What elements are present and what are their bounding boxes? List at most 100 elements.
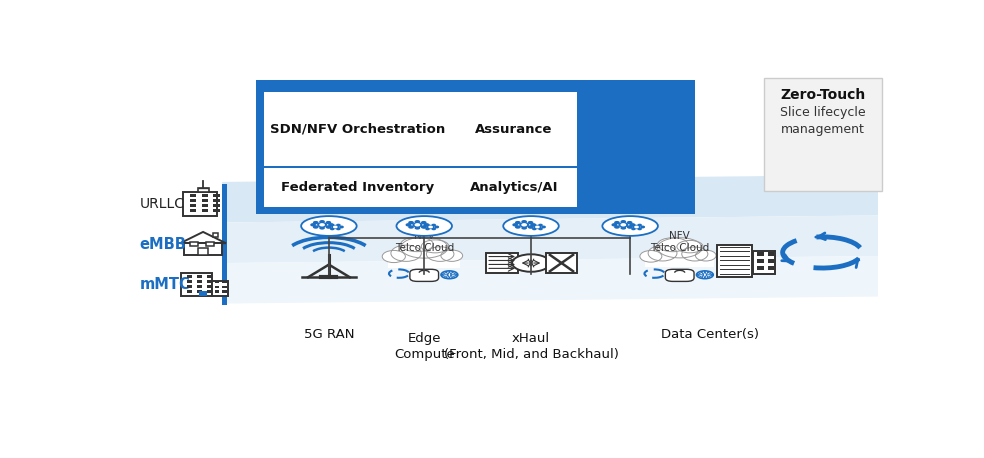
FancyBboxPatch shape [213,281,228,296]
Ellipse shape [421,240,449,253]
Circle shape [516,222,520,224]
FancyBboxPatch shape [388,255,461,268]
Ellipse shape [640,251,662,262]
Circle shape [512,254,550,272]
Text: SDN/NFV Orchestration: SDN/NFV Orchestration [270,123,445,136]
Circle shape [539,224,542,226]
Circle shape [409,226,413,228]
Circle shape [697,271,713,278]
Circle shape [413,223,422,227]
Circle shape [441,271,458,278]
Circle shape [327,226,331,228]
Circle shape [314,222,318,224]
Ellipse shape [657,238,702,258]
FancyBboxPatch shape [764,78,882,191]
Circle shape [628,222,632,224]
Text: xHaul
(Front, Mid, and Backhaul): xHaul (Front, Mid, and Backhaul) [444,332,618,361]
Bar [207,275,213,278]
Bar [758,252,764,256]
Circle shape [320,224,324,226]
Circle shape [516,226,520,228]
Ellipse shape [677,240,703,253]
Ellipse shape [657,238,688,252]
FancyBboxPatch shape [264,168,451,207]
Circle shape [615,226,619,228]
FancyBboxPatch shape [665,269,694,281]
FancyBboxPatch shape [546,253,578,273]
Circle shape [421,226,426,228]
Bar [768,259,773,262]
Bar [190,204,197,207]
Circle shape [424,224,428,226]
Bar [197,290,202,293]
Text: Analytics/AI: Analytics/AI [469,181,558,194]
Bar [214,199,219,202]
Ellipse shape [648,245,677,261]
Circle shape [638,224,642,226]
Circle shape [333,225,338,229]
Ellipse shape [602,216,658,236]
Circle shape [534,225,540,229]
Bar [190,209,197,212]
FancyBboxPatch shape [451,168,577,207]
Text: 5G RAN: 5G RAN [304,328,354,341]
Circle shape [426,228,429,229]
Text: Federated Inventory: Federated Inventory [281,181,434,194]
Circle shape [520,223,528,227]
Circle shape [311,224,315,226]
Bar [207,280,213,283]
Circle shape [619,223,628,227]
Bar [197,280,202,283]
FancyBboxPatch shape [198,188,209,192]
Polygon shape [222,256,878,304]
FancyBboxPatch shape [753,251,774,274]
Ellipse shape [301,216,356,236]
Bar [190,194,197,197]
FancyBboxPatch shape [717,245,752,278]
Circle shape [334,226,337,228]
Text: Data Center(s): Data Center(s) [661,328,760,341]
Circle shape [331,224,334,226]
Circle shape [331,228,334,229]
FancyBboxPatch shape [222,184,227,305]
Bar [202,199,208,202]
Circle shape [318,223,327,227]
FancyBboxPatch shape [214,233,218,237]
Circle shape [339,226,343,228]
Circle shape [634,225,640,229]
Circle shape [621,224,626,226]
Bar [202,194,208,197]
Circle shape [531,224,535,226]
FancyBboxPatch shape [257,80,695,213]
Bar [187,290,192,293]
Bar [222,290,226,293]
Bar [197,285,202,288]
Circle shape [409,222,413,224]
Polygon shape [180,232,226,243]
Circle shape [629,226,632,228]
Circle shape [532,228,536,229]
Bar [758,267,764,270]
Bar [202,209,208,212]
Polygon shape [222,215,878,263]
FancyBboxPatch shape [199,291,208,296]
Text: NFV
Telco Cloud: NFV Telco Cloud [395,231,454,253]
Polygon shape [222,175,878,223]
Bar [214,209,219,212]
Circle shape [423,226,426,228]
Circle shape [542,226,545,228]
Circle shape [635,226,639,228]
Circle shape [621,227,626,229]
Circle shape [406,224,410,226]
FancyBboxPatch shape [410,269,439,281]
Bar [768,267,773,270]
Circle shape [320,221,324,223]
Circle shape [528,226,532,228]
Circle shape [320,227,324,229]
Circle shape [532,224,536,226]
Circle shape [612,224,616,226]
Bar [187,280,192,283]
Circle shape [429,226,432,228]
Text: eMBB: eMBB [140,237,187,252]
Circle shape [621,221,626,223]
